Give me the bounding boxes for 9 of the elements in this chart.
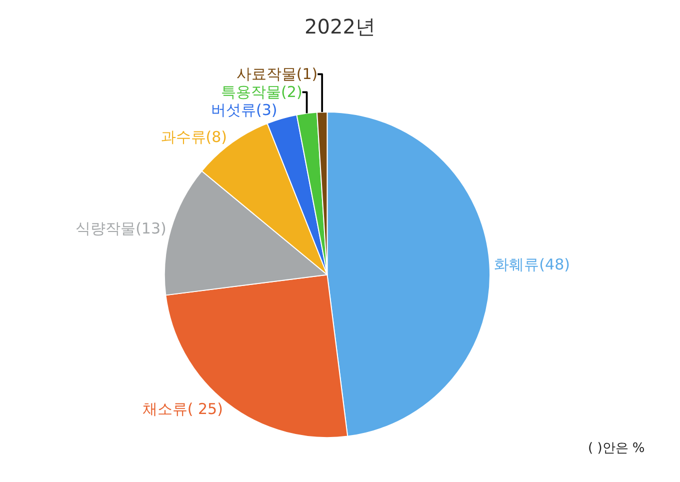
slice-label: 사료작물(1): [236, 65, 318, 84]
slice-label: 특용작물(2): [221, 83, 302, 102]
slice-label: 화훼류(48): [494, 256, 570, 274]
slice-label: 과수류(8): [160, 128, 228, 146]
text: ( )안은 %: [588, 441, 645, 456]
chart-title: 2022년: [304, 14, 376, 38]
slice-label: 채소류( 25): [142, 400, 223, 418]
slice-label: 식량작물(13): [76, 220, 166, 238]
slice-label: 버섯류(3): [211, 101, 278, 120]
